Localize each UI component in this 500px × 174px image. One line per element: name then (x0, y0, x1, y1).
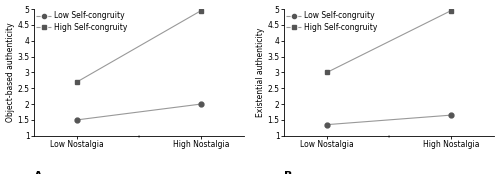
Y-axis label: Object-based authenticity: Object-based authenticity (6, 23, 15, 122)
Legend: Low Self-congruity, High Self-congruity: Low Self-congruity, High Self-congruity (35, 11, 128, 32)
Y-axis label: Existential authenticity: Existential authenticity (256, 28, 264, 117)
Text: A: A (34, 171, 42, 174)
Legend: Low Self-congruity, High Self-congruity: Low Self-congruity, High Self-congruity (285, 11, 378, 32)
Text: B: B (284, 171, 292, 174)
